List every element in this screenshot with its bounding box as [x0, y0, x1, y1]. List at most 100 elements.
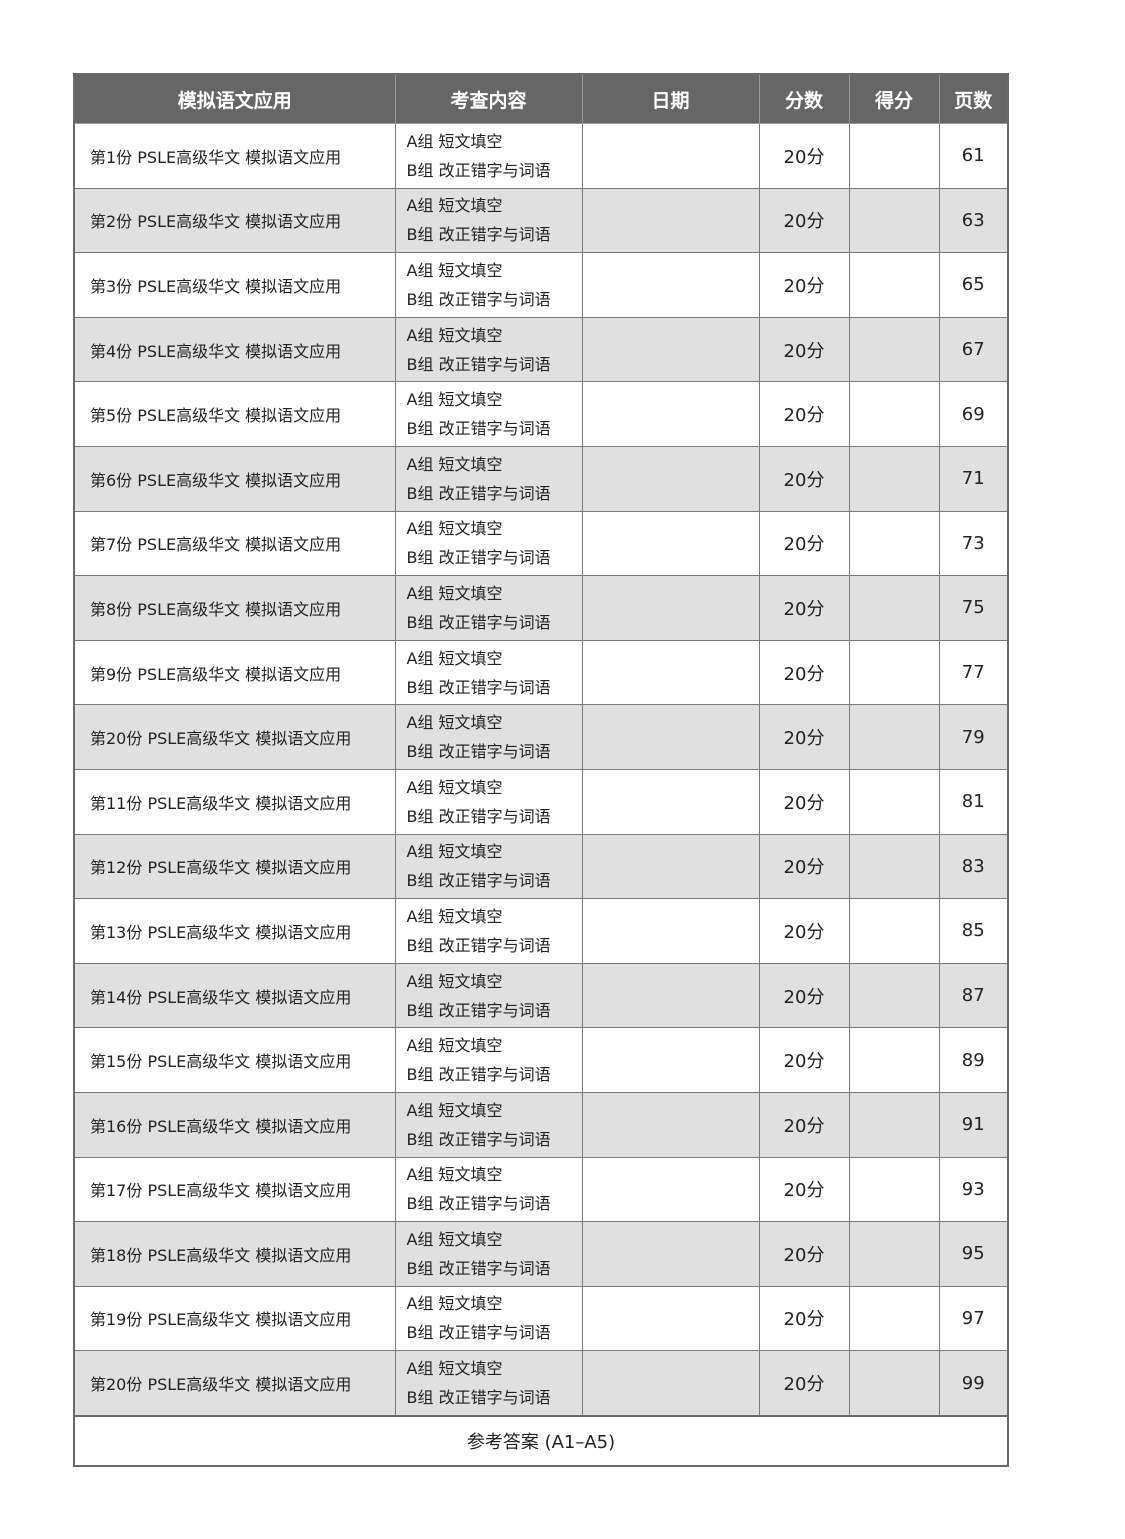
content-section-a: A组 短文填空 [406, 454, 503, 474]
table-row: 第9份 PSLE高级华文 模拟语文应用 A组 短文填空 B组 改正错字与词语 20分 7… [73, 639, 1009, 706]
page-number-cell: 85 [938, 898, 1009, 964]
page-number-cell: 65 [938, 252, 1009, 318]
exercise-content: A组 短文填空 B组 改正错字与词语 [394, 445, 583, 512]
score-cell[interactable] [848, 962, 940, 1029]
content-section-b: B组 改正错字与词语 [406, 1388, 551, 1408]
score-cell[interactable] [848, 316, 940, 383]
exercise-content: A组 短文填空 B组 改正错字与词语 [394, 316, 583, 383]
exercise-content: A组 短文填空 B组 改正错字与词语 [394, 639, 583, 706]
date-cell[interactable] [581, 1285, 760, 1352]
date-cell[interactable] [581, 833, 760, 900]
content-section-b: B组 改正错字与词语 [406, 1258, 551, 1278]
marks-cell: 20分 [758, 575, 850, 641]
exercise-title: 第12份 PSLE高级华文 模拟语文应用 [73, 833, 396, 900]
marks-cell: 20分 [758, 768, 850, 835]
table-header-row: 模拟语文应用 考查内容 日期 分数 得分 页数 [73, 74, 1009, 124]
date-cell[interactable] [581, 187, 760, 254]
table-row: 第2份 PSLE高级华文 模拟语文应用 A组 短文填空 B组 改正错字与词语 20分 6… [73, 187, 1009, 254]
content-section-a: A组 短文填空 [406, 1294, 503, 1314]
marks-cell: 20分 [758, 1027, 850, 1093]
table-row: 第5份 PSLE高级华文 模拟语文应用 A组 短文填空 B组 改正错字与词语 20分 6… [73, 381, 1009, 447]
date-cell[interactable] [581, 575, 760, 641]
content-section-a: A组 短文填空 [406, 1100, 503, 1120]
content-section-b: B组 改正错字与词语 [406, 289, 551, 309]
exercise-title: 第7份 PSLE高级华文 模拟语文应用 [73, 510, 396, 577]
date-cell[interactable] [581, 1027, 760, 1093]
table-row: 第1份 PSLE高级华文 模拟语文应用 A组 短文填空 B组 改正错字与词语 20分 6… [73, 123, 1009, 189]
exercise-content: A组 短文填空 B组 改正错字与词语 [394, 1221, 583, 1287]
exercise-content: A组 短文填空 B组 改正错字与词语 [394, 768, 583, 835]
date-cell[interactable] [581, 445, 760, 512]
marks-cell: 20分 [758, 187, 850, 254]
page-number-cell: 91 [938, 1091, 1009, 1158]
content-section-b: B组 改正错字与词语 [406, 1000, 551, 1020]
table-row: 第20份 PSLE高级华文 模拟语文应用 A组 短文填空 B组 改正错字与词语 20分… [73, 704, 1009, 770]
exercise-title: 第6份 PSLE高级华文 模拟语文应用 [73, 445, 396, 512]
content-section-a: A组 短文填空 [406, 325, 503, 345]
content-section-b: B组 改正错字与词语 [406, 225, 551, 245]
table-row: 第18份 PSLE高级华文 模拟语文应用 A组 短文填空 B组 改正错字与词语 20分… [73, 1221, 1009, 1287]
table-row: 第15份 PSLE高级华文 模拟语文应用 A组 短文填空 B组 改正错字与词语 20分… [73, 1027, 1009, 1093]
date-cell[interactable] [581, 1350, 760, 1417]
page-number-cell: 97 [938, 1285, 1009, 1352]
score-cell[interactable] [848, 1221, 940, 1287]
score-cell[interactable] [848, 898, 940, 964]
date-cell[interactable] [581, 1156, 760, 1223]
score-cell[interactable] [848, 187, 940, 254]
score-cell[interactable] [848, 123, 940, 189]
date-cell[interactable] [581, 898, 760, 964]
marks-cell: 20分 [758, 704, 850, 770]
date-cell[interactable] [581, 510, 760, 577]
score-cell[interactable] [848, 1156, 940, 1223]
date-cell[interactable] [581, 1221, 760, 1287]
score-cell[interactable] [848, 1350, 940, 1417]
date-cell[interactable] [581, 252, 760, 318]
score-cell[interactable] [848, 704, 940, 770]
date-cell[interactable] [581, 704, 760, 770]
page-number-cell: 71 [938, 445, 1009, 512]
score-cell[interactable] [848, 575, 940, 641]
date-cell[interactable] [581, 768, 760, 835]
score-cell[interactable] [848, 639, 940, 706]
content-section-b: B组 改正错字与词语 [406, 548, 551, 568]
exercise-content: A组 短文填空 B组 改正错字与词语 [394, 833, 583, 900]
date-cell[interactable] [581, 962, 760, 1029]
score-cell[interactable] [848, 1027, 940, 1093]
date-cell[interactable] [581, 123, 760, 189]
content-section-a: A组 短文填空 [406, 1229, 503, 1249]
exercise-content: A组 短文填空 B组 改正错字与词语 [394, 1091, 583, 1158]
exercise-content: A组 短文填空 B组 改正错字与词语 [394, 1350, 583, 1417]
date-cell[interactable] [581, 381, 760, 447]
exercise-content: A组 短文填空 B组 改正错字与词语 [394, 123, 583, 189]
score-cell[interactable] [848, 510, 940, 577]
exercise-title: 第5份 PSLE高级华文 模拟语文应用 [73, 381, 396, 447]
table-row: 第3份 PSLE高级华文 模拟语文应用 A组 短文填空 B组 改正错字与词语 20分 6… [73, 252, 1009, 318]
page-number-cell: 83 [938, 833, 1009, 900]
score-cell[interactable] [848, 252, 940, 318]
score-cell[interactable] [848, 445, 940, 512]
date-cell[interactable] [581, 639, 760, 706]
exercise-title: 第1份 PSLE高级华文 模拟语文应用 [73, 123, 396, 189]
content-section-a: A组 短文填空 [406, 196, 503, 216]
exercise-title: 第16份 PSLE高级华文 模拟语文应用 [73, 1091, 396, 1158]
marks-cell: 20分 [758, 1285, 850, 1352]
exercise-content: A组 短文填空 B组 改正错字与词语 [394, 898, 583, 964]
marks-cell: 20分 [758, 962, 850, 1029]
page-number-cell: 61 [938, 123, 1009, 189]
page-number-cell: 73 [938, 510, 1009, 577]
table-row: 第11份 PSLE高级华文 模拟语文应用 A组 短文填空 B组 改正错字与词语 20分… [73, 768, 1009, 835]
score-cell[interactable] [848, 1285, 940, 1352]
score-cell[interactable] [848, 833, 940, 900]
marks-cell: 20分 [758, 381, 850, 447]
content-section-a: A组 短文填空 [406, 131, 503, 151]
content-section-a: A组 短文填空 [406, 260, 503, 280]
content-section-b: B组 改正错字与词语 [406, 483, 551, 503]
score-cell[interactable] [848, 1091, 940, 1158]
table-row: 第4份 PSLE高级华文 模拟语文应用 A组 短文填空 B组 改正错字与词语 20分 6… [73, 316, 1009, 383]
score-cell[interactable] [848, 768, 940, 835]
date-cell[interactable] [581, 316, 760, 383]
score-cell[interactable] [848, 381, 940, 447]
table-row: 第8份 PSLE高级华文 模拟语文应用 A组 短文填空 B组 改正错字与词语 20分 7… [73, 575, 1009, 641]
date-cell[interactable] [581, 1091, 760, 1158]
exercise-title: 第13份 PSLE高级华文 模拟语文应用 [73, 898, 396, 964]
